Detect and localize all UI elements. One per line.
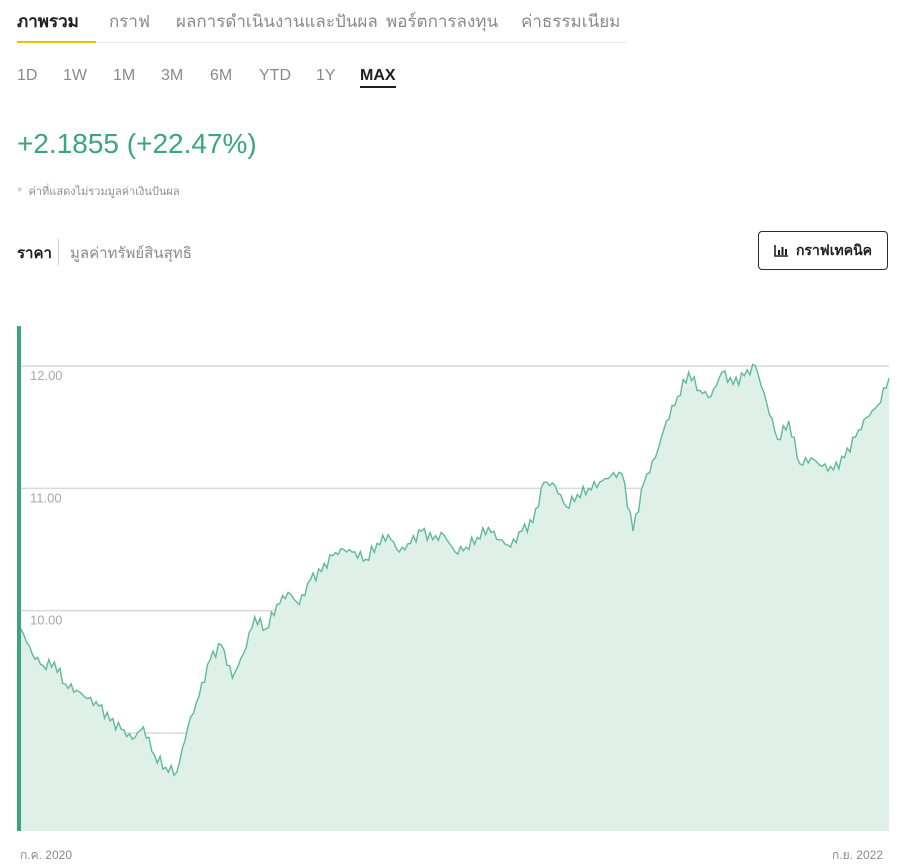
tab-chart[interactable]: กราฟ	[109, 12, 151, 32]
subtab-nav[interactable]: มูลค่าทรัพย์สินสุทธิ	[70, 244, 192, 262]
dividend-note: * ค่าที่แสดงไม่รวมมูลค่าเงินปันผล	[17, 182, 180, 200]
y-tick-label: 12.00	[30, 368, 63, 383]
price-change: +2.1855 (+22.47%)	[17, 128, 257, 159]
period-1y[interactable]: 1Y	[316, 67, 336, 84]
period-1w[interactable]: 1W	[63, 67, 87, 84]
period-1m[interactable]: 1M	[113, 67, 136, 84]
series-line	[20, 363, 890, 777]
period-3m[interactable]: 3M	[161, 67, 184, 84]
period-ytd[interactable]: YTD	[259, 67, 291, 84]
tab-fees[interactable]: ค่าธรรมเนียม	[521, 12, 621, 32]
period-max[interactable]: MAX	[360, 67, 396, 88]
tab-overview[interactable]: ภาพรวม	[17, 12, 79, 32]
tab-bar: ภาพรวม กราฟ ผลการดำเนินงานและปันผล พอร์ต…	[17, 0, 626, 43]
y-tick-label: 10.00	[30, 613, 63, 628]
area-fill	[21, 364, 889, 831]
active-tab-indicator	[17, 41, 96, 43]
x-tick-start: ก.ค. 2020	[20, 848, 72, 862]
bar-chart-icon	[774, 245, 788, 257]
technical-chart-label: กราฟเทคนิค	[795, 242, 873, 259]
x-tick-end: ก.ย. 2022	[832, 848, 883, 862]
subtab-divider	[58, 239, 59, 265]
period-1d[interactable]: 1D	[17, 67, 38, 84]
asterisk-icon: *	[17, 185, 23, 198]
dividend-note-text: ค่าที่แสดงไม่รวมมูลค่าเงินปันผล	[28, 185, 180, 198]
subtab-price[interactable]: ราคา	[17, 244, 52, 262]
chart-left-bar	[17, 326, 21, 831]
technical-chart-button[interactable]: กราฟเทคนิค	[758, 231, 888, 270]
tab-portfolio[interactable]: พอร์ตการลงทุน	[386, 12, 499, 32]
period-6m[interactable]: 6M	[210, 67, 233, 84]
tab-performance-dividend[interactable]: ผลการดำเนินงานและปันผล	[176, 12, 378, 32]
y-tick-label: 11.00	[30, 490, 62, 505]
